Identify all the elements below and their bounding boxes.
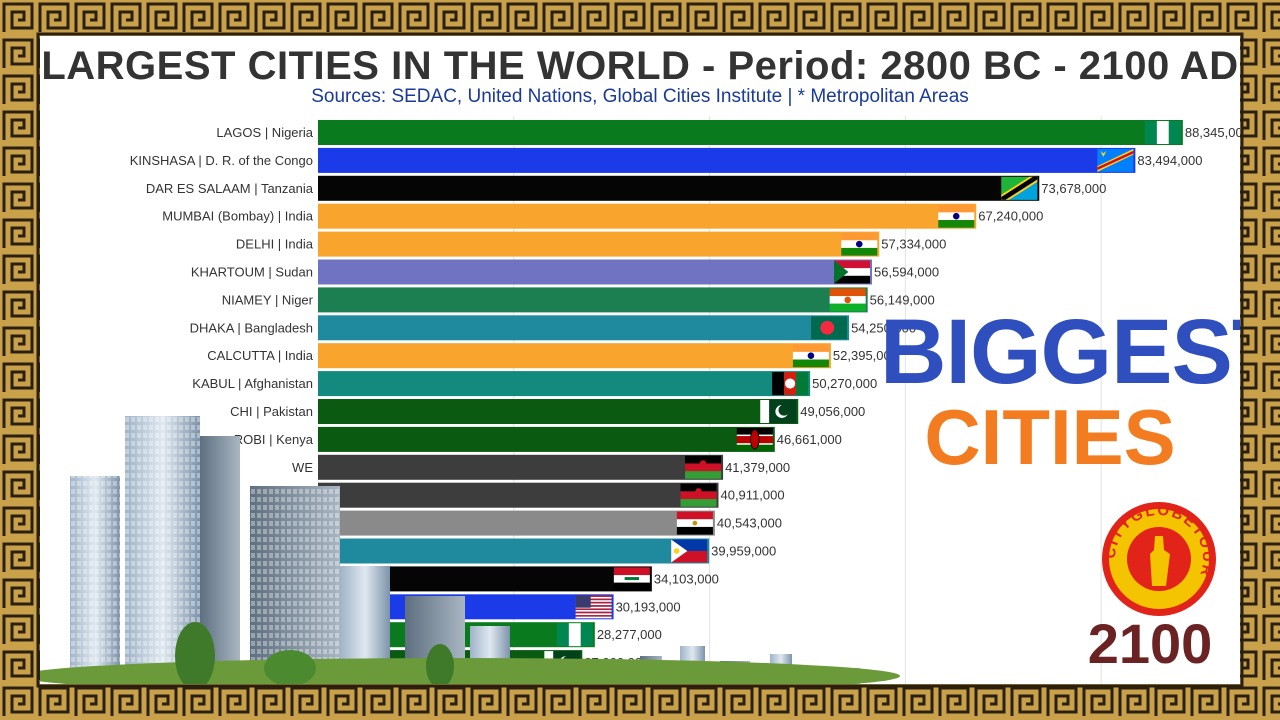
flag-india-icon [793,344,829,367]
overlay-biggest: BIGGEST [880,306,1220,398]
flag-india-icon [938,205,974,228]
bar-8 [318,343,831,368]
bar-row-5: KHARTOUM | Sudan 56,594,000 [191,260,939,285]
bar-row-1: KINSHASA | D. R. of the Congo 83,494,000 [130,148,1203,173]
chart-panel: LAGOS | Nigeria 88,345,000 KINSHASA | D. R… [40,36,1240,684]
bar-7 [318,315,849,340]
bar-4 [318,232,879,257]
bar-row-7: DHAKA | Bangladesh 54,250,000 [190,315,917,340]
bar-row-3: MUMBAI (Bombay) | India 67,240,000 [162,204,1043,229]
period-year: 2100 [1050,616,1240,672]
flag-niger-icon [830,288,866,311]
flag-bangladesh-icon [811,316,847,339]
bar-3 [318,204,976,229]
bar-row-2: DAR ES SALAAM | Tanzania 73,678,000 [146,176,1107,201]
category-label-4: DELHI | India [236,237,314,252]
bar-0 [318,120,1183,145]
flag-nigeria-icon [1145,121,1181,144]
category-label-3: MUMBAI (Bombay) | India [162,209,314,224]
cityglobetour-logo: CITYGLOBETOUR [1100,500,1218,618]
bar-2 [318,176,1039,201]
flag-drc-icon [1097,149,1133,172]
bar-6 [318,287,868,312]
flag-sudan-icon [834,261,870,284]
category-label-6: NIAMEY | Niger [222,292,314,307]
category-label-2: DAR ES SALAAM | Tanzania [146,181,314,196]
value-label-4: 57,334,000 [881,237,946,252]
bar-row-4: DELHI | India 57,334,000 [236,232,946,257]
bar-row-8: CALCUTTA | India 52,395,000 [207,343,898,368]
skyline-illustration [40,376,900,684]
category-label-8: CALCUTTA | India [207,348,313,363]
chart-subtitle: Sources: SEDAC, United Nations, Global C… [40,86,1240,108]
value-label-3: 67,240,000 [978,209,1043,224]
bar-row-6: NIAMEY | Niger 56,149,000 [222,287,935,312]
value-label-0: 88,345,000 [1185,125,1240,140]
bar-1 [318,148,1135,173]
flag-india-icon [841,233,877,256]
chart-title: LARGEST CITIES IN THE WORLD - Period: 28… [40,44,1240,89]
category-label-1: KINSHASA | D. R. of the Congo [130,153,313,168]
bar-row-0: LAGOS | Nigeria 88,345,000 [216,120,1240,145]
category-label-5: KHARTOUM | Sudan [191,265,313,280]
overlay-cities: CITIES [880,398,1220,476]
category-label-7: DHAKA | Bangladesh [190,320,313,335]
category-label-0: LAGOS | Nigeria [216,125,313,140]
value-label-1: 83,494,000 [1137,153,1202,168]
flag-tanzania-icon [1001,177,1037,200]
value-label-2: 73,678,000 [1041,181,1106,196]
value-label-5: 56,594,000 [874,265,939,280]
bar-5 [318,260,872,285]
